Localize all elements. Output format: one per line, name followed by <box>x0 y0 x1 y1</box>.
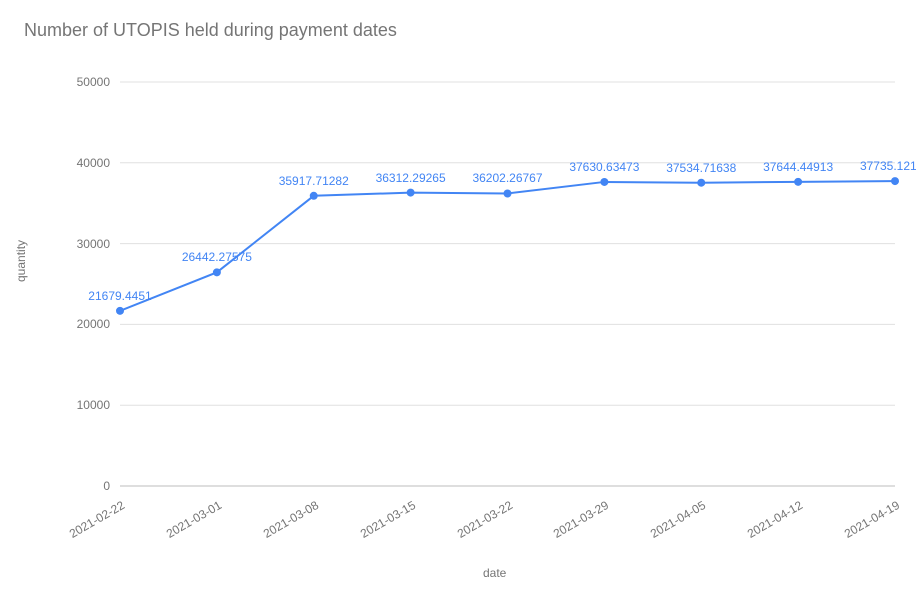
data-point-label: 35917.71282 <box>279 174 349 188</box>
y-tick-label: 0 <box>50 479 110 493</box>
y-tick-label: 50000 <box>50 75 110 89</box>
y-tick-label: 40000 <box>50 156 110 170</box>
y-tick-label: 10000 <box>50 398 110 412</box>
y-tick-label: 30000 <box>50 237 110 251</box>
line-chart: Number of UTOPIS held during payment dat… <box>0 0 916 606</box>
data-point-label: 36312.29265 <box>376 171 446 185</box>
y-tick-label: 20000 <box>50 317 110 331</box>
data-point-label: 26442.27575 <box>182 250 252 264</box>
data-point-label: 37534.71638 <box>666 161 736 175</box>
data-point-label: 21679.4451 <box>88 289 151 303</box>
data-point-label: 37644.44913 <box>763 160 833 174</box>
data-point-label: 37630.63473 <box>569 160 639 174</box>
data-point-label: 37735.12197 <box>860 159 916 173</box>
data-point-label: 36202.26767 <box>472 171 542 185</box>
